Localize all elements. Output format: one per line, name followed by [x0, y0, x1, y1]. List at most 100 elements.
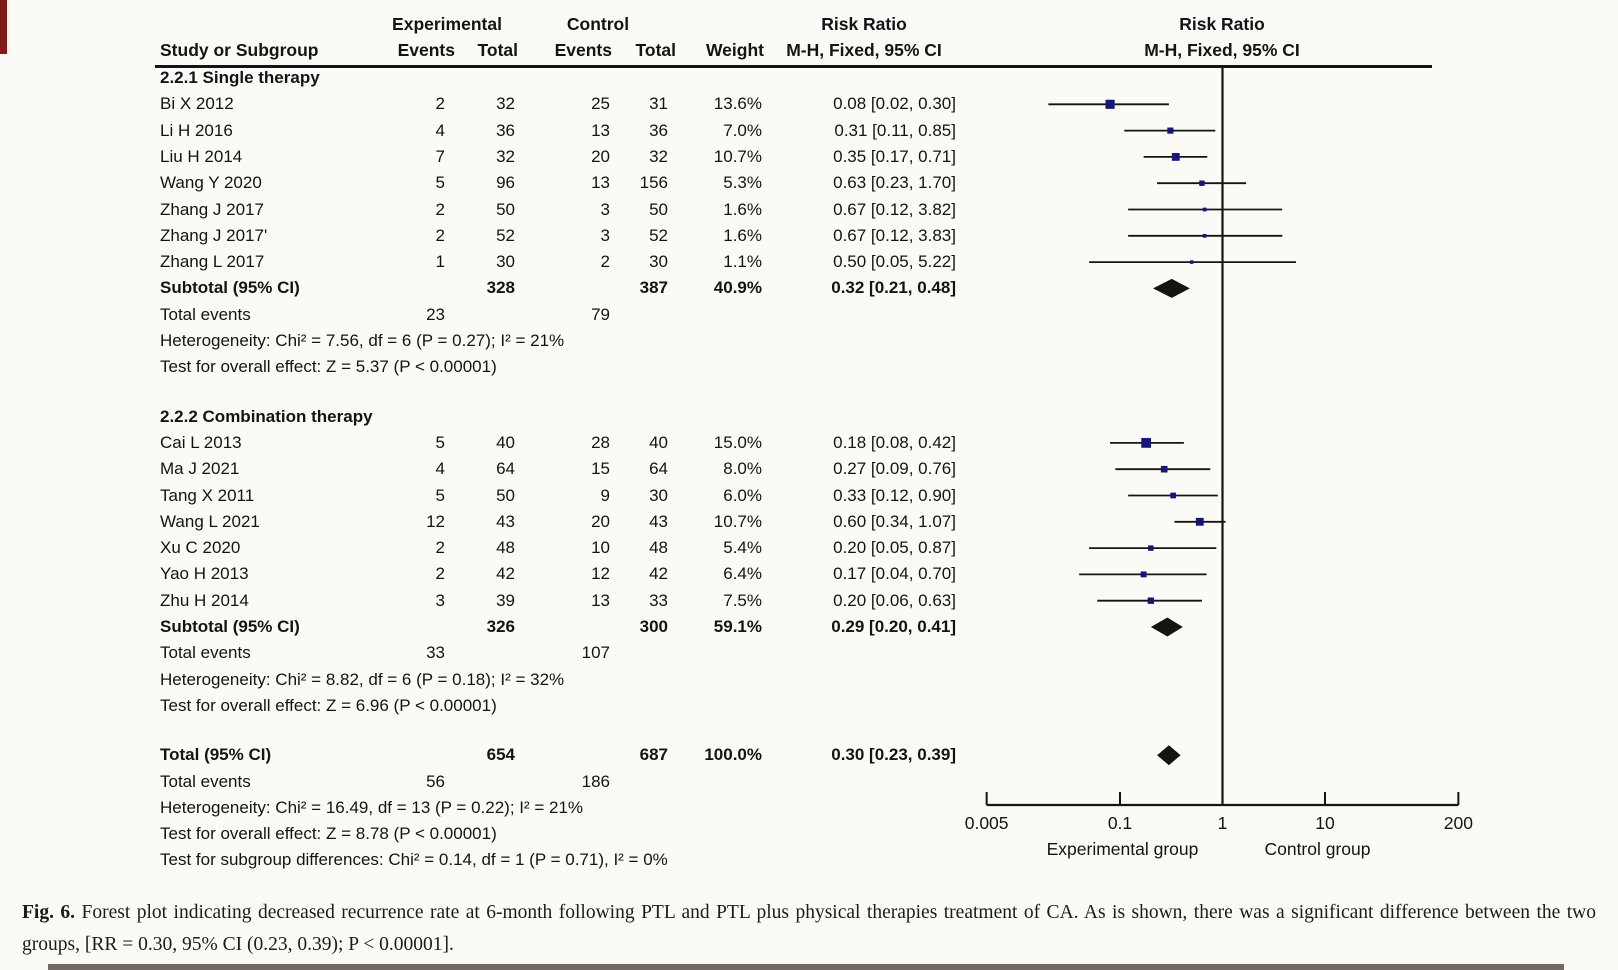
effect-square	[1171, 152, 1180, 161]
cell-ci-text: 0.08 [0.02, 0.30]	[833, 94, 956, 114]
effect-square	[1189, 260, 1194, 264]
cell-ci-text: 0.63 [0.23, 1.70]	[833, 173, 956, 193]
header-exp-events: Events	[397, 40, 455, 60]
cell-ctrl-total: 33	[649, 590, 668, 610]
effect-square	[1141, 438, 1152, 448]
total-events-label: Total events	[160, 304, 251, 324]
header-ctrl-total: Total	[635, 40, 676, 60]
cell-ctrl-total: 64	[649, 459, 668, 479]
cell-weight: 13.6%	[713, 94, 762, 114]
cell-total-events-exp: 56	[426, 771, 445, 791]
header-ctrl-events: Events	[554, 40, 612, 60]
axis-tick-label: 0.1	[1107, 813, 1133, 833]
cell-ctrl-events: 20	[591, 511, 610, 531]
cell-weight: 5.4%	[723, 538, 762, 558]
cell-total-events-exp: 23	[426, 304, 445, 324]
scan-artifact-left	[0, 0, 7, 54]
cell-exp-events: 2	[435, 564, 445, 584]
cell-ctrl-events: 2	[600, 252, 610, 272]
cell-exp-events: 3	[435, 590, 445, 610]
overall-effect-text: Test for overall effect: Z = 8.78 (P < 0…	[160, 824, 497, 844]
subgroup-differences-text: Test for subgroup differences: Chi² = 0.…	[160, 850, 668, 870]
cell-weight: 100.0%	[704, 745, 762, 765]
cell-weight: 1.1%	[723, 252, 762, 272]
cell-exp-total: 64	[496, 459, 515, 479]
pooled-diamond	[1157, 745, 1181, 766]
cell-weight: 7.0%	[723, 120, 762, 140]
cell-exp-total: 43	[496, 511, 515, 531]
header-plot-risk-ratio: Risk Ratio	[1179, 14, 1265, 34]
cell-weight: 8.0%	[723, 459, 762, 479]
cell-weight: 6.4%	[723, 564, 762, 584]
header-weight: Weight	[705, 40, 764, 60]
cell-ci-text: 0.33 [0.12, 0.90]	[833, 485, 956, 505]
cell-ci-text: 0.31 [0.11, 0.85]	[834, 120, 956, 140]
cell-exp-total: 326	[486, 617, 515, 636]
cell-ctrl-total: 36	[649, 120, 668, 140]
header-risk-ratio: Risk Ratio	[821, 14, 907, 34]
cell-ctrl-total: 30	[649, 252, 668, 272]
header-study-col: Study or Subgroup	[160, 40, 319, 60]
header-control: Control	[566, 14, 630, 34]
axis-tick-label: 1	[1217, 813, 1228, 833]
cell-exp-total: 48	[496, 538, 515, 558]
axis-left-group-label: Experimental group	[1046, 839, 1199, 859]
cell-exp-total: 39	[496, 590, 515, 610]
cell-ctrl-events: 25	[591, 94, 610, 114]
figure-caption-text: Forest plot indicating decreased recurre…	[22, 902, 1596, 955]
cell-exp-total: 52	[496, 225, 515, 245]
cell-weight: 6.0%	[723, 485, 762, 505]
effect-square	[1105, 99, 1115, 109]
effect-square	[1170, 492, 1176, 499]
study-name: Wang L 2021	[160, 511, 260, 531]
figure-caption-label: Fig. 6.	[22, 902, 76, 923]
study-name: Yao H 2013	[160, 564, 249, 584]
cell-weight: 7.5%	[723, 590, 762, 610]
cell-ci-text: 0.67 [0.12, 3.83]	[833, 225, 956, 245]
cell-exp-events: 7	[435, 146, 445, 166]
cell-ci-text: 0.18 [0.08, 0.42]	[833, 432, 956, 452]
cell-weight: 15.0%	[713, 432, 762, 452]
cell-ctrl-events: 13	[591, 590, 610, 610]
axis-tick-label: 10	[1315, 813, 1335, 833]
cell-exp-total: 50	[496, 485, 515, 505]
cell-exp-events: 2	[435, 225, 445, 245]
study-name: Subtotal (95% CI)	[160, 617, 300, 636]
effect-square	[1160, 465, 1168, 473]
cell-ctrl-total: 30	[649, 485, 668, 505]
study-name: Tang X 2011	[160, 485, 255, 505]
cell-ci-text: 0.32 [0.21, 0.48]	[831, 278, 956, 298]
effect-square	[1195, 517, 1204, 526]
figure-caption: Fig. 6. Forest plot indicating decreased…	[22, 897, 1596, 960]
study-name: Li H 2016	[160, 120, 233, 140]
cell-exp-events: 12	[426, 511, 445, 531]
cell-ci-text: 0.27 [0.09, 0.76]	[833, 459, 956, 479]
cell-ctrl-events: 9	[600, 485, 610, 505]
cell-ctrl-total: 48	[649, 538, 668, 558]
heterogeneity-text: Heterogeneity: Chi² = 16.49, df = 13 (P …	[160, 797, 584, 817]
cell-ctrl-total: 300	[639, 617, 668, 636]
cell-ctrl-total: 387	[639, 278, 668, 298]
effect-square	[1148, 545, 1154, 551]
header-exp-total: Total	[477, 40, 518, 60]
pooled-diamond	[1150, 617, 1183, 637]
cell-ci-text: 0.17 [0.04, 0.70]	[833, 564, 956, 584]
section-label: 2.2.1 Single therapy	[160, 68, 320, 87]
cell-ctrl-events: 13	[591, 120, 610, 140]
cell-weight: 5.3%	[723, 173, 762, 193]
cell-total-events-ctrl: 79	[591, 304, 610, 324]
cell-ctrl-events: 20	[591, 146, 610, 166]
cell-exp-events: 2	[435, 199, 445, 219]
cell-weight: 40.9%	[713, 278, 762, 298]
cell-exp-total: 42	[496, 564, 515, 584]
cell-ctrl-events: 13	[591, 173, 610, 193]
total-events-label: Total events	[160, 771, 251, 791]
cell-ci-text: 0.50 [0.05, 5.22]	[833, 252, 956, 272]
cell-exp-events: 4	[435, 459, 445, 479]
cell-exp-events: 5	[435, 432, 445, 452]
cell-weight: 10.7%	[713, 511, 762, 531]
cell-weight: 1.6%	[723, 225, 762, 245]
effect-square	[1140, 571, 1147, 578]
cell-exp-events: 5	[435, 485, 445, 505]
cell-ci-text: 0.35 [0.17, 0.71]	[833, 146, 956, 166]
